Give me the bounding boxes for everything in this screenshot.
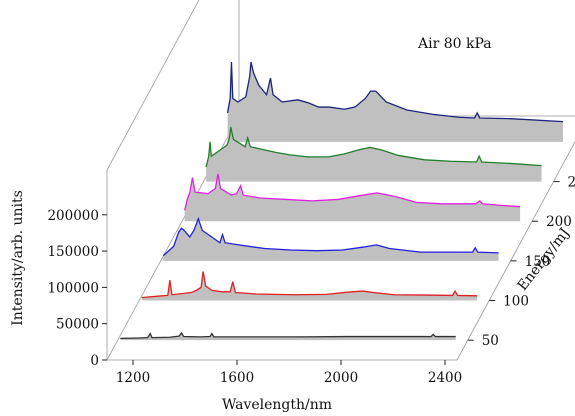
series-fill-100: [141, 271, 478, 301]
z-tick-label: 150: [525, 254, 551, 270]
y-tick-label: 200000: [47, 208, 99, 224]
wall-top-edge: [106, 0, 200, 171]
series-fill-50: [120, 332, 456, 341]
series-line-100: [141, 271, 478, 299]
y-tick-label: 50000: [56, 317, 99, 333]
series-layer: [120, 61, 564, 341]
x-tick-label: 2400: [428, 370, 462, 386]
y-tick-label: 100000: [47, 280, 99, 296]
series-fill-150: [163, 218, 499, 261]
ticks-layer: 1200 1600 2000 2400 0 50000 100000 150000 200000…: [47, 141, 575, 386]
series-line-250: [205, 126, 542, 168]
series-line-50: [120, 331, 456, 340]
x-tick-label: 2000: [324, 370, 358, 386]
series-fill-250: [206, 127, 542, 182]
series-line-300: [226, 61, 564, 123]
z-tick-label: 50: [482, 333, 499, 349]
series-line-150: [162, 216, 499, 257]
y-tick-label: 150000: [47, 244, 99, 260]
series-fill-200: [184, 174, 521, 222]
z-tick-label: 100: [503, 294, 529, 310]
y-tick-label: 0: [90, 353, 99, 369]
series-fill-300: [227, 62, 563, 142]
x-axis-title: Wavelength/nm: [222, 397, 332, 413]
floor-right-edge: [456, 141, 575, 361]
annotation-label: Air 80 kPa: [417, 36, 492, 52]
y-axis-title: Intensity/arb. units: [10, 190, 26, 326]
z-tick-label: 250: [568, 175, 575, 191]
x-tick-label: 1600: [220, 370, 254, 386]
series-line-200: [184, 173, 521, 211]
z-tick-label: 200: [546, 214, 572, 230]
z-axis-title: Energy/mJ: [515, 225, 574, 294]
x-tick-label: 1200: [116, 370, 150, 386]
